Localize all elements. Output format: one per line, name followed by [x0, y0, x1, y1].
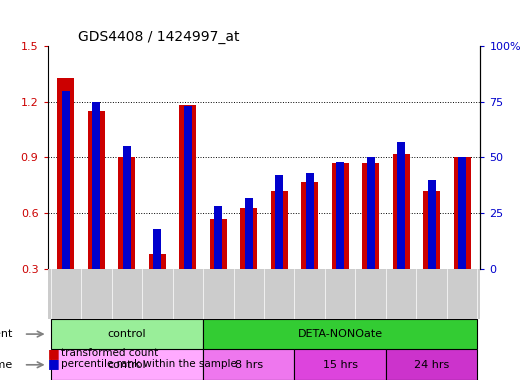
Bar: [184, 106, 192, 269]
Bar: [276, 175, 283, 269]
Bar: [398, 142, 405, 269]
Bar: [367, 157, 374, 269]
Bar: [92, 102, 100, 269]
Bar: [393, 154, 410, 269]
Text: agent: agent: [0, 329, 13, 339]
Text: 24 hrs: 24 hrs: [414, 360, 449, 370]
Bar: [271, 191, 288, 269]
Bar: [62, 91, 70, 269]
Text: 15 hrs: 15 hrs: [323, 360, 358, 370]
Bar: [180, 106, 196, 269]
Bar: [154, 229, 161, 269]
Text: transformed count: transformed count: [61, 348, 158, 358]
Bar: [362, 163, 379, 269]
Bar: [88, 111, 105, 269]
Bar: [295, 349, 386, 380]
Text: DETA-NONOate: DETA-NONOate: [298, 329, 383, 339]
Bar: [123, 146, 130, 269]
Bar: [423, 191, 440, 269]
Bar: [301, 182, 318, 269]
Bar: [386, 349, 477, 380]
Bar: [336, 162, 344, 269]
Bar: [245, 197, 252, 269]
Bar: [51, 349, 203, 380]
Text: percentile rank within the sample: percentile rank within the sample: [61, 359, 237, 369]
Bar: [149, 254, 166, 269]
Bar: [203, 319, 477, 349]
Bar: [214, 207, 222, 269]
Text: control: control: [108, 329, 146, 339]
Text: control: control: [108, 360, 146, 370]
Text: time: time: [0, 360, 13, 370]
Bar: [306, 173, 314, 269]
Bar: [51, 319, 203, 349]
Text: ■: ■: [48, 347, 59, 360]
Bar: [428, 180, 436, 269]
Bar: [240, 207, 257, 269]
Text: GDS4408 / 1424997_at: GDS4408 / 1424997_at: [78, 30, 239, 44]
Text: ■: ■: [48, 357, 59, 370]
Bar: [118, 157, 135, 269]
Bar: [58, 78, 74, 269]
Bar: [458, 157, 466, 269]
Bar: [210, 219, 227, 269]
Bar: [454, 157, 470, 269]
Text: 8 hrs: 8 hrs: [234, 360, 263, 370]
Bar: [332, 163, 348, 269]
Bar: [203, 349, 295, 380]
